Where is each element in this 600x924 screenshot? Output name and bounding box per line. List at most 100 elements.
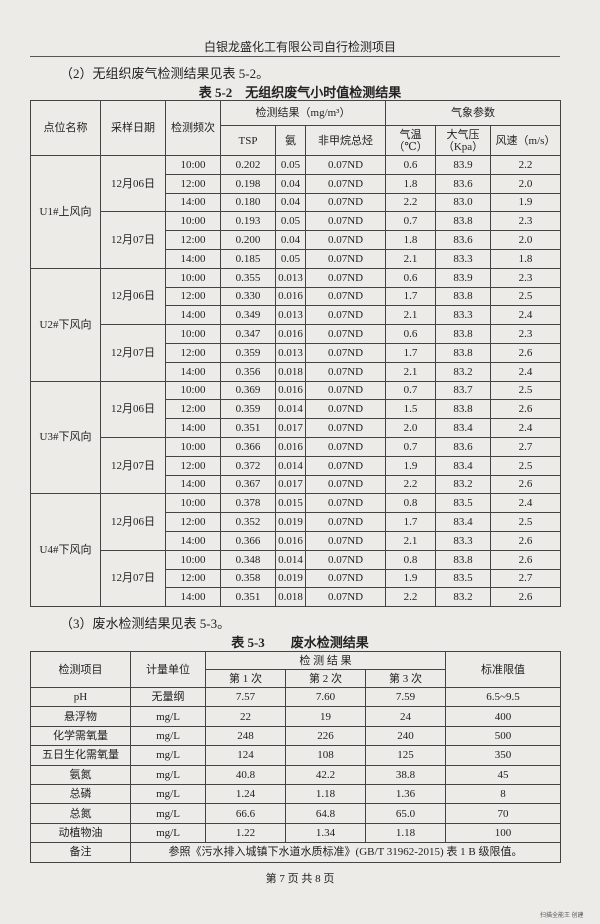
header-title: 白银龙盛化工有限公司自行检测项目 xyxy=(203,40,396,54)
data-cell: 83.5 xyxy=(435,493,492,514)
data-cell: 0.018 xyxy=(275,587,306,608)
data-cell: 83.2 xyxy=(435,587,492,608)
table-row: 化学需氧量 mg/L 248 226 240 500 xyxy=(30,725,561,747)
table-row: 动植物油 mg/L 1.22 1.34 1.18 100 xyxy=(30,822,561,844)
data-cell: 42.2 xyxy=(285,764,366,785)
table-row: 12月07日 10:00 0.348 0.014 0.07ND 0.8 83.8 2.6 xyxy=(31,549,562,608)
table-row: 14:00 0.180 0.04 0.07ND 2.2 83.0 1.9 xyxy=(31,192,562,213)
data-cell: 83.9 xyxy=(435,155,492,175)
data-cell: 2.1 xyxy=(385,248,437,269)
header-cell: 第 2 次 xyxy=(285,669,366,688)
data-cell: mg/L xyxy=(130,783,206,805)
data-cell: 2.1 xyxy=(385,530,437,551)
date-cell: 12月06日 xyxy=(100,380,166,438)
data-cell: 2.2 xyxy=(385,474,437,495)
data-cell: 240 xyxy=(365,725,446,747)
date-cell: 12月07日 xyxy=(100,436,166,495)
section-intro: （2）无组织废气检测结果见表 5-2。 xyxy=(60,66,270,81)
table-row: 悬浮物 mg/L 22 19 24 400 xyxy=(30,706,561,727)
data-cell: 0.07ND xyxy=(304,549,387,570)
data-cell: 0.014 xyxy=(275,549,306,570)
data-cell: 14:00 xyxy=(165,248,221,269)
data-cell: 14:00 xyxy=(165,305,221,326)
data-cell: 10:00 xyxy=(165,549,221,570)
data-cell: 0.016 xyxy=(275,530,306,551)
data-cell: 1.36 xyxy=(365,783,446,805)
data-cell: 0.200 xyxy=(220,230,276,250)
data-cell: 10:00 xyxy=(165,211,221,232)
data-cell: 8 xyxy=(445,783,561,805)
data-cell: 2.5 xyxy=(490,286,562,307)
table-row: 总磷 mg/L 1.24 1.18 1.36 8 xyxy=(30,783,561,805)
data-cell: 0.07ND xyxy=(304,361,387,382)
data-cell: 0.8 xyxy=(385,549,437,570)
data-cell: 0.378 xyxy=(220,493,276,514)
section-intro: （3）废水检测结果见表 5-3。 xyxy=(60,616,231,631)
data-cell: 2.0 xyxy=(490,230,562,250)
data-cell: 248 xyxy=(205,725,286,747)
data-cell: 10:00 xyxy=(165,436,221,457)
table-row: U1#上风向 12月06日 10:00 0.202 0.05 0.07ND 0.6 83.9 2… xyxy=(30,154,562,269)
data-cell: 0.372 xyxy=(220,455,276,476)
data-cell: 0.07ND xyxy=(304,568,387,589)
data-cell: 0.015 xyxy=(275,493,306,514)
air-table: 点位名称 采样日期 检测频次 检测结果（mg/m³） 气象参数 TSP 氨非甲烷总烃 气温（℃… xyxy=(30,100,562,608)
header-cell: 气象参数 xyxy=(385,100,562,126)
data-cell: 83.8 xyxy=(435,399,492,420)
date-cell: 12月06日 xyxy=(100,154,166,213)
data-cell: 12:00 xyxy=(165,568,221,589)
data-cell: 0.202 xyxy=(220,155,276,175)
data-cell: 7.60 xyxy=(285,686,366,708)
header-cell: 检测频次 xyxy=(165,100,221,156)
data-cell: 0.351 xyxy=(220,587,276,608)
table-row: 12月07日 10:00 0.366 0.016 0.07ND 0.7 83.6 2.7 xyxy=(31,436,562,495)
data-cell: 0.016 xyxy=(275,436,306,457)
header-cell: 标准限值 xyxy=(445,651,561,688)
data-cell: 0.366 xyxy=(220,530,276,551)
data-cell: 10:00 xyxy=(165,267,221,288)
data-cell: 0.013 xyxy=(275,342,306,363)
data-cell: 125 xyxy=(365,745,446,766)
data-cell: 14:00 xyxy=(165,418,221,438)
data-cell: 2.4 xyxy=(490,418,562,438)
header-cell: 气温（℃） xyxy=(385,125,437,156)
header-cell: 风速（m/s） xyxy=(490,125,562,156)
data-cell: 0.07ND xyxy=(304,192,387,213)
header-cell: 非甲烷总烃 xyxy=(304,125,387,156)
data-cell: 6.5~9.5 xyxy=(445,686,561,708)
data-cell: 0.07ND xyxy=(304,155,387,175)
data-cell: 0.019 xyxy=(275,568,306,589)
data-cell: 12:00 xyxy=(165,173,221,194)
note-label: 备注 xyxy=(30,842,131,863)
data-cell: 83.3 xyxy=(435,248,492,269)
data-cell: 83.3 xyxy=(435,305,492,326)
data-cell: 83.3 xyxy=(435,530,492,551)
data-cell: 12:00 xyxy=(165,342,221,363)
data-cell: pH xyxy=(30,686,131,708)
data-cell: 10:00 xyxy=(165,380,221,401)
data-cell: 2.6 xyxy=(490,549,562,570)
data-cell: 83.8 xyxy=(435,342,492,363)
date-cell: 12月07日 xyxy=(100,549,166,608)
data-cell: 1.5 xyxy=(385,399,437,420)
data-cell: 2.1 xyxy=(385,361,437,382)
data-cell: 2.3 xyxy=(490,211,562,232)
table-row: 五日生化需氧量 mg/L 124 108 125 350 xyxy=(30,745,561,766)
data-cell: 83.8 xyxy=(435,286,492,307)
data-cell: 2.6 xyxy=(490,342,562,363)
data-cell: 0.07ND xyxy=(304,587,387,608)
data-cell: 0.348 xyxy=(220,549,276,570)
data-cell: 2.6 xyxy=(490,530,562,551)
table-row: U2#下风向 12月06日 10:00 0.355 0.013 0.07ND 0.6 83.9… xyxy=(30,267,562,382)
data-cell: 83.4 xyxy=(435,455,492,476)
data-cell: 2.5 xyxy=(490,380,562,401)
header-cell: 点位名称 xyxy=(30,100,101,156)
header-cell: 采样日期 xyxy=(100,100,166,156)
data-cell: 100 xyxy=(445,822,561,844)
table-row: pH 无量纲 7.57 7.60 7.59 6.5~9.5 xyxy=(30,686,561,708)
data-cell: 0.349 xyxy=(220,305,276,326)
data-cell: 0.05 xyxy=(275,248,306,269)
data-cell: 65.0 xyxy=(365,803,446,824)
data-cell: 14:00 xyxy=(165,587,221,608)
data-cell: 14:00 xyxy=(165,474,221,495)
